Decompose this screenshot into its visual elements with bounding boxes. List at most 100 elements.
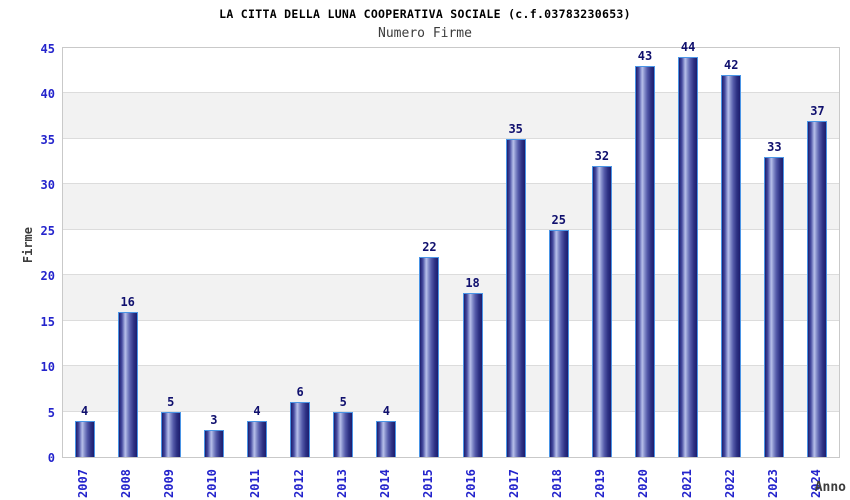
bar-slot: 22 xyxy=(408,48,451,457)
x-tick-slot: 2016 xyxy=(450,462,493,498)
bar xyxy=(548,230,569,457)
chart-subtitle: Numero Firme xyxy=(378,26,472,41)
plot-band xyxy=(63,321,839,366)
x-tick-label: 2012 xyxy=(291,469,306,498)
bar-value-label: 5 xyxy=(167,395,175,409)
gridline xyxy=(63,138,839,139)
bar-value-label: 4 xyxy=(253,404,261,418)
y-tick-label: 0 xyxy=(47,451,55,465)
bar-value-label: 37 xyxy=(810,104,825,118)
bars-layer: 4 16 5 3 4 6 5 4 22 18 35 25 32 43 44 42 33 37 xyxy=(63,41,839,457)
y-tick-label: 20 xyxy=(40,269,55,283)
bar-value-label: 18 xyxy=(465,276,480,290)
x-tick-slot: 2018 xyxy=(536,462,579,498)
x-tick-slot: 2012 xyxy=(278,462,321,498)
gridline xyxy=(63,320,839,321)
bar xyxy=(591,166,612,457)
y-tick-label: 35 xyxy=(40,133,55,147)
x-tick-label: 2016 xyxy=(463,469,478,498)
x-tick-label: 2023 xyxy=(765,469,780,498)
gridline xyxy=(63,92,839,93)
x-tick-slot: 2014 xyxy=(364,462,407,498)
plot-band xyxy=(63,48,839,93)
bar-value-label: 5 xyxy=(339,395,347,409)
bar-value-label: 43 xyxy=(637,49,653,63)
x-tick-slot: 2017 xyxy=(493,462,536,498)
plot-band xyxy=(63,93,839,139)
plot-band xyxy=(63,366,839,412)
x-tick-slot: 2019 xyxy=(579,462,622,498)
bar-slot: 33 xyxy=(753,48,796,457)
bar xyxy=(290,402,311,457)
bar xyxy=(246,421,267,457)
x-tick-slot: 2020 xyxy=(622,462,665,498)
bar xyxy=(203,430,224,457)
gridline xyxy=(63,411,839,412)
bar xyxy=(117,312,138,457)
bar-slot: 4 xyxy=(63,48,106,457)
bar-value-label: 6 xyxy=(296,385,304,399)
y-tick-label: 30 xyxy=(40,178,55,192)
bar-value-label: 4 xyxy=(80,404,89,418)
x-tick-label: 2014 xyxy=(377,469,392,498)
gridline xyxy=(63,229,839,230)
y-tick-label: 40 xyxy=(40,87,55,101)
x-tick-label: 2008 xyxy=(119,469,134,498)
bar xyxy=(634,66,655,457)
x-tick-slot: 2009 xyxy=(148,462,191,498)
chart-title: LA CITTA DELLA LUNA COOPERATIVA SOCIALE … xyxy=(219,7,631,21)
bar xyxy=(74,421,95,457)
gridline xyxy=(63,365,839,366)
gridline xyxy=(63,274,839,275)
bar-slot: 44 xyxy=(667,41,710,457)
x-tick-slot: 2023 xyxy=(752,462,795,498)
x-tick-label: 2017 xyxy=(507,469,522,498)
gridline xyxy=(63,183,839,184)
bar-value-label: 33 xyxy=(767,140,782,154)
x-tick-label: 2022 xyxy=(722,469,737,498)
y-tick-label: 5 xyxy=(47,406,55,420)
x-tick-label: 2020 xyxy=(636,469,651,498)
plot-band xyxy=(63,184,839,230)
x-tick-label: 2010 xyxy=(205,469,220,498)
x-tick-slot: 2021 xyxy=(666,462,709,498)
bar-slot: 18 xyxy=(451,48,494,457)
bar-slot: 5 xyxy=(322,48,365,457)
bar-slot: 43 xyxy=(623,48,666,457)
x-tick-slot: 2011 xyxy=(234,462,277,498)
x-tick-label: 2019 xyxy=(593,469,608,498)
bar-slot: 32 xyxy=(580,48,623,457)
x-tick-label: 2007 xyxy=(75,469,90,498)
bar-value-label: 44 xyxy=(680,40,696,54)
bar xyxy=(678,57,699,457)
bar-slot: 4 xyxy=(235,48,278,457)
bar-slot: 5 xyxy=(149,48,192,457)
bar-value-label: 32 xyxy=(594,149,610,163)
plot-band xyxy=(63,230,839,275)
bar xyxy=(333,412,354,457)
x-tick-slot: 2008 xyxy=(105,462,148,498)
x-tick-slot: 2007 xyxy=(62,462,105,498)
x-tick-label: 2018 xyxy=(550,469,565,498)
bar-value-label: 35 xyxy=(508,122,523,136)
bar xyxy=(721,75,742,457)
bar-value-label: 4 xyxy=(382,404,390,418)
bar-slot: 42 xyxy=(710,48,753,457)
x-axis: 2007 2008 2009 2010 2011 2012 2013 2014 2015 2016… xyxy=(62,462,840,498)
plot-band xyxy=(63,275,839,321)
x-tick-label: 2013 xyxy=(334,469,349,498)
bar xyxy=(764,157,785,457)
bar xyxy=(419,257,440,457)
bar-value-label: 25 xyxy=(551,213,566,227)
bar-slot: 25 xyxy=(537,48,580,457)
plot-band xyxy=(63,139,839,184)
bar xyxy=(160,412,181,457)
bar xyxy=(505,139,526,457)
y-tick-label: 10 xyxy=(40,360,55,374)
x-tick-label: 2011 xyxy=(248,469,263,498)
bar-slot: 4 xyxy=(365,48,408,457)
plot-area: 4 16 5 3 4 6 5 4 22 18 35 25 32 43 44 42 33 37 xyxy=(62,41,840,458)
y-tick-label: 25 xyxy=(40,224,55,238)
x-tick-slot: 2010 xyxy=(191,462,234,498)
